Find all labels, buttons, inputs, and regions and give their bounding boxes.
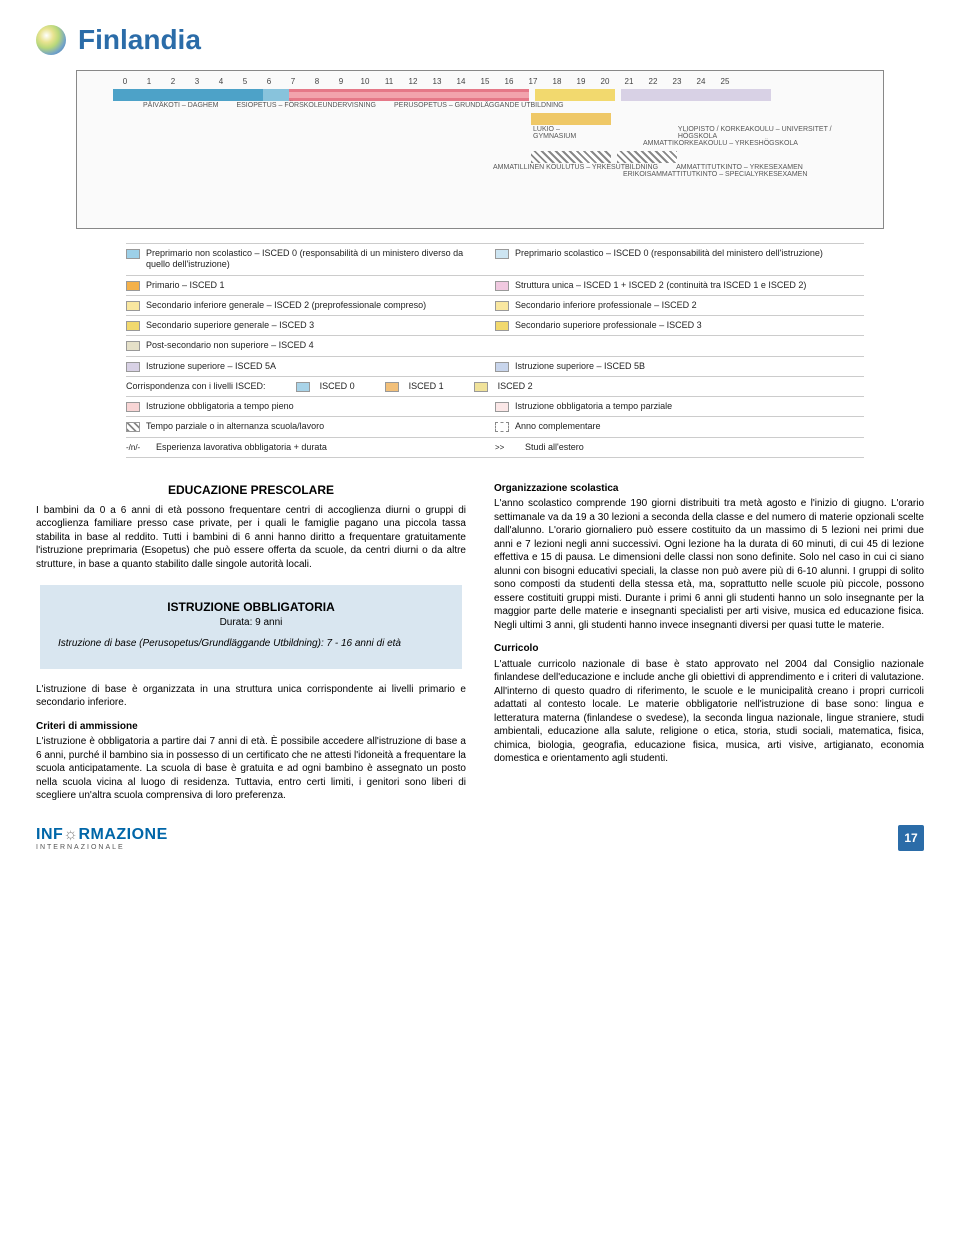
page-title: Finlandia — [78, 24, 201, 56]
duration: Durata: 9 anni — [58, 616, 444, 630]
para: L'istruzione è obbligatoria a partire da… — [36, 735, 466, 803]
callout-obbligatoria: ISTRUZIONE OBBLIGATORIA Durata: 9 anni I… — [40, 585, 462, 668]
legend: Preprimario non scolastico – ISCED 0 (re… — [126, 243, 864, 458]
brand-part2: RMAZIONE — [78, 826, 167, 843]
footer: INF☼RMAZIONE INTERNAZIONALE 17 — [36, 825, 924, 851]
heading-prescolare: EDUCAZIONE PRESCOLARE — [36, 482, 466, 498]
heading-org: Organizzazione scolastica — [494, 482, 924, 496]
para: L'attuale curricolo nazionale di base è … — [494, 658, 924, 766]
chart-label: ERIKOISAMMATTITUTKINTO – SPECIALYRKESEXA… — [623, 171, 825, 178]
para: Istruzione di base (Perusopetus/Grundläg… — [58, 637, 444, 651]
para: I bambini da 0 a 6 anni di età possono f… — [36, 504, 466, 572]
page-number: 17 — [898, 825, 924, 851]
brand-part1: INF — [36, 826, 63, 843]
chart-label: AMMATTIKORKEAKOULU – YRKESHÖGSKOLA — [643, 140, 816, 147]
chart-label: PERUSOPETUS – GRUNDLÄGGANDE UTBILDNING — [394, 102, 582, 109]
body-columns: EDUCAZIONE PRESCOLARE I bambini da 0 a 6… — [36, 482, 924, 807]
age-axis: 0123456789101112131415161718192021222324… — [113, 77, 877, 86]
chart-label: YLIOPISTO / KORKEAKOULU – UNIVERSITET / … — [678, 126, 877, 140]
heading-criteri: Criteri di ammissione — [36, 720, 466, 734]
page-header: Finlandia — [36, 24, 924, 56]
chart-label: AMMATTITUTKINTO – YRKESEXAMEN — [676, 164, 821, 171]
col-left: EDUCAZIONE PRESCOLARE I bambini da 0 a 6… — [36, 482, 466, 807]
para: L'istruzione di base è organizzata in un… — [36, 683, 466, 710]
brand-icon: ☼ — [63, 826, 78, 843]
heading: ISTRUZIONE OBBLIGATORIA — [58, 599, 444, 615]
brand: INF☼RMAZIONE INTERNAZIONALE — [36, 826, 168, 851]
globe-icon — [36, 25, 66, 55]
education-chart: 0123456789101112131415161718192021222324… — [76, 70, 884, 229]
heading-curricolo: Curricolo — [494, 642, 924, 656]
chart-label: AMMATILLINEN KOULUTUS – YRKESUTBILDNING — [493, 164, 676, 171]
brand-sub: INTERNAZIONALE — [36, 844, 168, 851]
chart-label: PÄIVÄKOTI – DAGHEM — [143, 102, 236, 109]
chart-label: ESIOPETUS – FÖRSKOLEUNDERVISNING — [236, 102, 394, 109]
col-right: Organizzazione scolastica L'anno scolast… — [494, 482, 924, 807]
para: L'anno scolastico comprende 190 giorni d… — [494, 497, 924, 632]
chart-label: LUKIO – GYMNASIUM — [533, 126, 618, 140]
